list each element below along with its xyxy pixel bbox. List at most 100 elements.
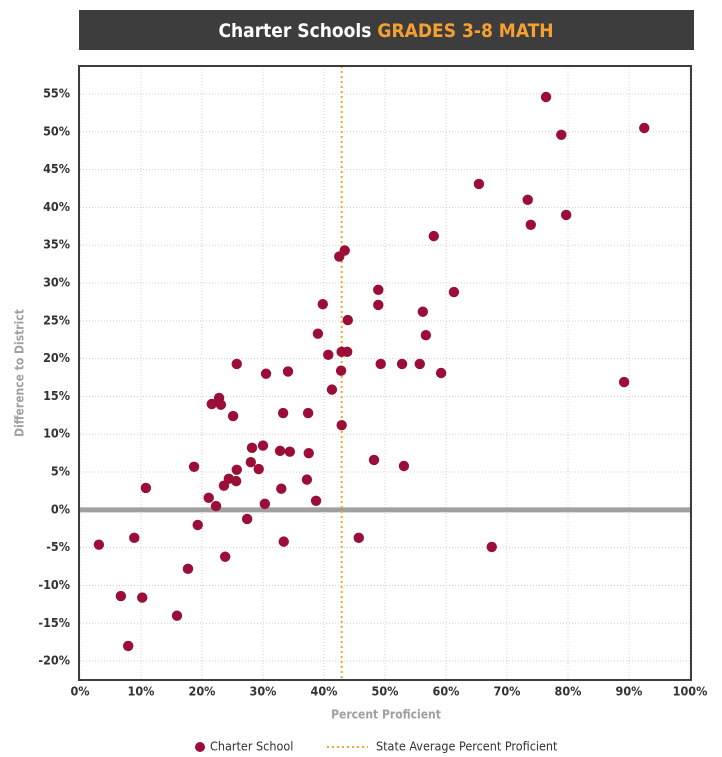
point xyxy=(230,475,242,487)
point xyxy=(414,358,425,370)
point xyxy=(206,398,217,410)
point xyxy=(215,399,227,410)
point xyxy=(522,194,533,206)
point xyxy=(317,298,328,310)
y-tick-label: 40% xyxy=(43,199,70,214)
point xyxy=(417,306,429,317)
point xyxy=(188,461,200,472)
point xyxy=(375,358,386,370)
x-tick-label: 80% xyxy=(555,684,582,699)
point xyxy=(253,463,264,475)
y-tick-label: 50% xyxy=(43,123,70,138)
point xyxy=(312,328,324,339)
point xyxy=(257,440,269,451)
title-bar xyxy=(79,10,694,50)
y-tick-label: 5% xyxy=(51,464,70,479)
y-tick-label: 15% xyxy=(43,388,70,403)
x-tick-label: 20% xyxy=(189,684,216,699)
y-tick-label: -20% xyxy=(38,653,70,668)
point xyxy=(341,346,353,358)
y-tick-label: -10% xyxy=(38,577,70,592)
point xyxy=(219,551,231,562)
plot-frame xyxy=(78,65,692,681)
point xyxy=(310,495,322,506)
point xyxy=(203,492,214,503)
point xyxy=(282,366,294,377)
point xyxy=(129,532,140,544)
legend-marker xyxy=(195,742,205,752)
x-axis-label: Percent Proficient xyxy=(331,708,441,722)
point xyxy=(302,407,314,419)
x-tick-label: 30% xyxy=(250,684,277,699)
point xyxy=(274,445,286,457)
legend-label: Charter School xyxy=(210,739,293,754)
point xyxy=(342,314,353,326)
point xyxy=(373,299,384,311)
y-tick-label: -5% xyxy=(46,539,70,554)
point xyxy=(140,482,152,494)
point xyxy=(353,532,364,544)
point xyxy=(323,349,334,361)
x-tick-label: 50% xyxy=(372,684,399,699)
point xyxy=(115,590,127,602)
point xyxy=(93,539,105,550)
point xyxy=(373,284,384,296)
x-tick-label: 90% xyxy=(616,684,643,699)
point xyxy=(473,178,485,190)
x-tick-label: 10% xyxy=(128,684,155,699)
point xyxy=(525,219,536,230)
y-tick-label: 35% xyxy=(43,237,70,252)
point xyxy=(241,513,253,525)
point xyxy=(259,498,271,510)
x-tick-label: 60% xyxy=(433,684,460,699)
point xyxy=(326,384,338,395)
y-tick-label: 25% xyxy=(43,312,70,327)
point xyxy=(301,474,313,485)
chart-title: Charter Schools xyxy=(218,20,371,42)
point xyxy=(277,407,289,419)
y-tick-label: 10% xyxy=(43,426,70,441)
x-tick-label: 100% xyxy=(673,684,708,699)
x-tick-label: 70% xyxy=(494,684,521,699)
legend-label: State Average Percent Proficient xyxy=(376,739,558,754)
point xyxy=(278,536,289,547)
point xyxy=(210,500,222,512)
point xyxy=(284,446,296,457)
point xyxy=(435,367,447,379)
y-tick-label: 30% xyxy=(43,275,70,290)
y-tick-label: -15% xyxy=(38,615,70,630)
point xyxy=(192,519,203,531)
point xyxy=(246,442,258,454)
point xyxy=(556,129,567,141)
point xyxy=(336,419,347,431)
x-tick-label: 40% xyxy=(311,684,338,699)
y-tick-label: 55% xyxy=(43,85,70,100)
y-axis-label: Difference to District xyxy=(13,309,27,437)
point xyxy=(245,457,256,468)
point xyxy=(428,230,439,242)
point xyxy=(303,447,314,459)
point xyxy=(171,610,183,621)
chart-title-group: Charter Schools GRADES 3-8 MATH xyxy=(218,20,553,42)
y-tick-label: 20% xyxy=(43,350,70,365)
point xyxy=(396,358,408,370)
point xyxy=(137,592,148,603)
point xyxy=(639,122,650,134)
point xyxy=(560,209,572,221)
point xyxy=(540,91,552,103)
point xyxy=(368,454,380,466)
point xyxy=(618,376,630,388)
point xyxy=(122,640,134,652)
point xyxy=(339,245,350,256)
chart-title-highlight: GRADES 3-8 MATH xyxy=(377,20,553,42)
y-tick-label: 0% xyxy=(51,501,70,516)
point xyxy=(260,368,272,379)
point xyxy=(486,541,497,553)
x-tick-label: 0% xyxy=(70,684,89,699)
point xyxy=(276,483,287,494)
point xyxy=(398,460,410,472)
point xyxy=(448,286,460,298)
point xyxy=(231,464,242,475)
point xyxy=(182,563,194,575)
